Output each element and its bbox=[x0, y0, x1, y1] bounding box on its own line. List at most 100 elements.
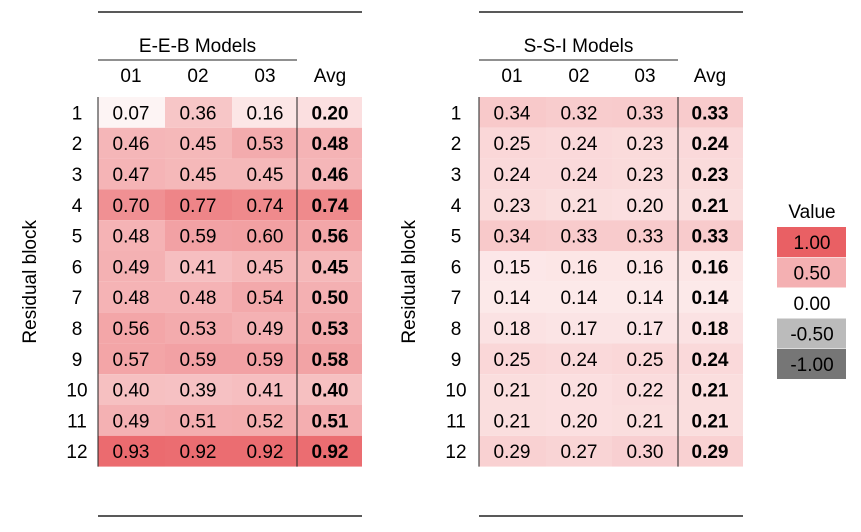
avg-value-label: 0.16 bbox=[692, 257, 729, 278]
heatmap-cell bbox=[546, 251, 612, 282]
y-axis-label: Residual block bbox=[399, 220, 420, 344]
cell-value-label: 0.24 bbox=[494, 165, 531, 186]
legend-swatch bbox=[777, 227, 846, 257]
row-label: 11 bbox=[446, 411, 466, 432]
heatmap-cell bbox=[297, 97, 362, 128]
cell-value-label: 0.25 bbox=[494, 134, 531, 155]
cell-value-label: 0.14 bbox=[561, 288, 598, 309]
heatmap-cell bbox=[546, 312, 612, 344]
heatmap-cell bbox=[479, 189, 546, 221]
cell-value-label: 0.92 bbox=[180, 442, 217, 463]
y-axis-label: Residual block bbox=[20, 220, 41, 344]
legend-label: -1.00 bbox=[790, 355, 833, 376]
avg-value-label: 0.33 bbox=[692, 227, 729, 248]
heatmap-cell bbox=[546, 374, 612, 405]
heatmap-cell bbox=[98, 97, 165, 128]
row-label: 4 bbox=[451, 196, 462, 217]
cell-value-label: 0.48 bbox=[113, 227, 150, 248]
cell-value-label: 0.20 bbox=[561, 381, 598, 402]
cell-value-label: 0.20 bbox=[627, 196, 664, 217]
heatmap-cell bbox=[232, 189, 297, 221]
cell-value-label: 0.59 bbox=[247, 350, 284, 371]
heatmap-cell bbox=[232, 281, 297, 313]
color-legend: Value 1.00 0.50 0.00 -0.50 -1.00 bbox=[777, 202, 846, 379]
row-label: 10 bbox=[66, 381, 87, 402]
heatmap-cell bbox=[98, 374, 165, 405]
heatmap-cell bbox=[546, 281, 612, 313]
avg-value-label: 0.21 bbox=[692, 411, 729, 432]
heatmap-cell bbox=[98, 158, 165, 190]
row-label: 7 bbox=[72, 288, 83, 309]
heatmap-cell bbox=[612, 435, 678, 467]
avg-value-label: 0.21 bbox=[692, 381, 729, 402]
panel-title: E-E-B Models bbox=[139, 36, 256, 57]
cell-value-label: 0.45 bbox=[247, 257, 284, 278]
cell-value-label: 0.41 bbox=[180, 257, 217, 278]
cell-value-label: 0.23 bbox=[627, 165, 664, 186]
avg-value-label: 0.20 bbox=[312, 103, 349, 124]
heatmap-cell bbox=[98, 189, 165, 221]
heatmap-cell bbox=[479, 281, 546, 313]
avg-value-label: 0.18 bbox=[692, 319, 729, 340]
heatmap-cell bbox=[165, 281, 232, 313]
heatmap-cell bbox=[612, 127, 678, 159]
cell-value-label: 0.17 bbox=[561, 319, 598, 340]
cell-value-label: 0.49 bbox=[113, 257, 150, 278]
row-label: 5 bbox=[72, 227, 83, 248]
heatmap-cell bbox=[232, 374, 297, 405]
cell-value-label: 0.53 bbox=[180, 319, 217, 340]
column-header: Avg bbox=[694, 66, 726, 87]
row-label: 1 bbox=[72, 103, 83, 124]
heatmap-cell bbox=[479, 251, 546, 282]
heatmap-cell bbox=[678, 158, 743, 190]
panel-title: S-S-I Models bbox=[524, 36, 634, 57]
heatmap-cell bbox=[479, 405, 546, 436]
row-label: 6 bbox=[451, 257, 462, 278]
heatmap-cell bbox=[479, 312, 546, 344]
heatmap-cell bbox=[678, 312, 743, 344]
heatmap-cell bbox=[98, 343, 165, 375]
heatmap-cell bbox=[98, 312, 165, 344]
heatmap-cell bbox=[546, 97, 612, 128]
avg-value-label: 0.58 bbox=[312, 350, 349, 371]
column-header: 01 bbox=[501, 66, 522, 87]
cell-value-label: 0.20 bbox=[561, 411, 598, 432]
heatmap-cell bbox=[232, 158, 297, 190]
heatmap-cell bbox=[98, 435, 165, 467]
heatmap-cell bbox=[546, 189, 612, 221]
cell-value-label: 0.53 bbox=[247, 134, 284, 155]
avg-value-label: 0.24 bbox=[692, 134, 729, 155]
heatmap-cell bbox=[98, 251, 165, 282]
heatmap-cell bbox=[479, 97, 546, 128]
legend-label: 0.50 bbox=[794, 264, 831, 285]
cell-value-label: 0.48 bbox=[180, 288, 217, 309]
cell-value-label: 0.41 bbox=[247, 381, 284, 402]
cell-value-label: 0.49 bbox=[113, 411, 150, 432]
cell-value-label: 0.23 bbox=[627, 134, 664, 155]
row-label: 12 bbox=[66, 442, 87, 463]
cell-value-label: 0.21 bbox=[494, 411, 531, 432]
cell-value-label: 0.30 bbox=[627, 442, 664, 463]
heatmap-cell bbox=[297, 158, 362, 190]
row-label: 12 bbox=[445, 442, 466, 463]
heatmap-cell bbox=[479, 158, 546, 190]
cell-value-label: 0.16 bbox=[627, 257, 664, 278]
cell-value-label: 0.24 bbox=[561, 134, 598, 155]
cell-value-label: 0.34 bbox=[494, 103, 531, 124]
heatmap-cell bbox=[297, 127, 362, 159]
cell-value-label: 0.45 bbox=[180, 165, 217, 186]
cell-value-label: 0.48 bbox=[113, 288, 150, 309]
cell-value-label: 0.77 bbox=[180, 196, 217, 217]
cell-value-label: 0.51 bbox=[180, 411, 217, 432]
heatmap-cell bbox=[98, 281, 165, 313]
row-label: 4 bbox=[72, 196, 83, 217]
cell-value-label: 0.45 bbox=[180, 134, 217, 155]
row-label: 9 bbox=[451, 350, 462, 371]
column-header: 01 bbox=[120, 66, 141, 87]
heatmap-cell bbox=[297, 312, 362, 344]
cell-value-label: 0.57 bbox=[113, 350, 150, 371]
heatmap-cell bbox=[678, 374, 743, 405]
heatmap-cell bbox=[165, 312, 232, 344]
heatmap-cell bbox=[165, 97, 232, 128]
